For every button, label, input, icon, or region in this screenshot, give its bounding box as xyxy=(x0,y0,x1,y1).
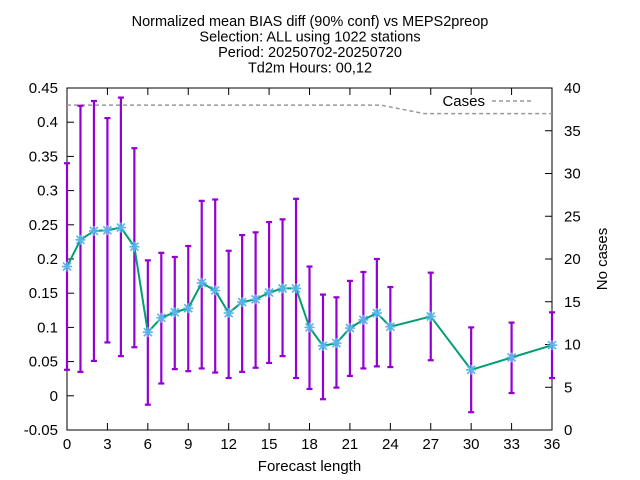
data-point xyxy=(264,287,275,298)
data-point xyxy=(304,322,315,333)
data-point xyxy=(425,311,436,322)
data-point xyxy=(344,323,355,334)
data-point xyxy=(75,234,86,245)
data-point xyxy=(142,327,153,338)
data-point xyxy=(183,303,194,314)
cases-series xyxy=(67,104,552,115)
y-tick-label: 0.2 xyxy=(37,251,58,268)
y2-tick-label: 40 xyxy=(564,80,581,97)
y-tick-label: 0.3 xyxy=(37,183,58,200)
y-tick-label: 0.35 xyxy=(29,148,58,165)
data-point xyxy=(169,307,180,318)
y2-tick-label: 30 xyxy=(564,166,581,183)
y2-tick-label: 35 xyxy=(564,123,581,140)
x-tick-label: 12 xyxy=(220,436,237,453)
y-tick-label: 0.1 xyxy=(37,319,58,336)
errorbars xyxy=(64,96,555,414)
data-point xyxy=(115,222,126,233)
x-tick-label: 21 xyxy=(342,436,359,453)
legend: Cases xyxy=(442,93,532,110)
data-point xyxy=(466,364,477,375)
data-point xyxy=(250,294,261,305)
title-line-3: Period: 20250702-20250720 xyxy=(218,45,402,61)
data-point xyxy=(317,340,328,351)
data-point xyxy=(291,283,302,294)
x-axis-title: Forecast length xyxy=(258,458,361,475)
x-tick-label: 18 xyxy=(301,436,318,453)
y2-tick-label: 15 xyxy=(564,294,581,311)
data-point xyxy=(129,241,140,252)
legend-label-cases: Cases xyxy=(442,93,485,110)
title-line-2: Selection: ALL using 1022 stations xyxy=(199,30,420,46)
data-point xyxy=(156,312,167,323)
x-tick-label: 36 xyxy=(544,436,561,453)
x-tick-label: 3 xyxy=(103,436,111,453)
y2-tick-label: 20 xyxy=(564,251,581,268)
data-point xyxy=(506,352,517,363)
data-point xyxy=(385,321,396,332)
data-point xyxy=(237,297,248,308)
data-point xyxy=(547,340,557,351)
x-tick-label: 0 xyxy=(63,436,71,453)
data-point xyxy=(62,261,72,272)
y-tick-label: -0.05 xyxy=(24,422,58,439)
y-tick-label: 0.15 xyxy=(29,285,58,302)
y2-tick-label: 5 xyxy=(564,379,572,396)
x-tick-label: 30 xyxy=(463,436,480,453)
data-point xyxy=(88,225,99,236)
x-tick-label: 24 xyxy=(382,436,399,453)
chart-title: Normalized mean BIAS diff (90% conf) vs … xyxy=(132,14,489,77)
x-tick-label: 15 xyxy=(261,436,278,453)
y-tick-label: 0.4 xyxy=(37,114,58,131)
axis-ticks: 0 3 6 9 12 15 18 21 24 27 30 33 36-0.0500.050.10.150… xyxy=(24,80,581,453)
data-point xyxy=(210,285,221,296)
data-point xyxy=(196,277,207,288)
bias-markers xyxy=(62,222,557,375)
y2-tick-label: 25 xyxy=(564,208,581,225)
y-tick-label: 0.45 xyxy=(29,80,58,97)
data-point xyxy=(371,308,382,319)
cases-line xyxy=(67,104,552,115)
y-tick-label: 0.05 xyxy=(29,354,58,371)
title-line-4: Td2m Hours: 00,12 xyxy=(248,61,372,77)
data-point xyxy=(102,225,113,236)
data-point xyxy=(277,283,288,294)
x-tick-label: 9 xyxy=(184,436,192,453)
y2-tick-label: 0 xyxy=(564,422,572,439)
data-point xyxy=(331,338,342,349)
x-tick-label: 33 xyxy=(503,436,520,453)
x-tick-label: 6 xyxy=(144,436,152,453)
y2-tick-label: 10 xyxy=(564,337,581,354)
y2-axis-title: No cases xyxy=(594,228,611,291)
x-tick-label: 27 xyxy=(422,436,439,453)
y-tick-label: 0 xyxy=(50,388,58,405)
data-point xyxy=(223,308,234,319)
y-tick-label: 0.25 xyxy=(29,217,58,234)
data-point xyxy=(358,314,369,325)
title-line-1: Normalized mean BIAS diff (90% conf) vs … xyxy=(132,14,489,30)
